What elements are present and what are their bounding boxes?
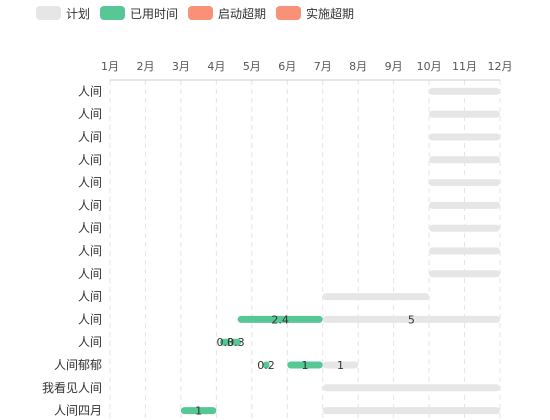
bar-计划 (429, 110, 500, 118)
bar-已用时间 (219, 338, 231, 346)
x-tick-label: 1月 (101, 60, 119, 73)
category-label: 人间 (78, 267, 102, 281)
category-label: 人间 (78, 335, 102, 349)
bar-计划 (429, 87, 500, 95)
bar-已用时间 (230, 338, 242, 346)
bar-计划 (429, 270, 500, 278)
data-label: 0.2 (257, 359, 275, 372)
category-label: 人间 (78, 153, 102, 167)
legend-item-start-overdue[interactable]: 启动超期 (188, 5, 266, 22)
category-label: 人间 (78, 84, 102, 98)
bar-计划 (322, 384, 500, 392)
data-label: 1 (195, 405, 202, 418)
legend-swatch-start-overdue (188, 6, 214, 20)
bar-已用时间 (287, 361, 323, 369)
x-tick-label: 8月 (349, 60, 367, 73)
x-tick-label: 10月 (417, 60, 442, 73)
category-label: 人间 (78, 312, 102, 326)
x-tick-label: 9月 (385, 60, 403, 73)
bar-计划 (322, 315, 500, 323)
bar-计划 (322, 407, 500, 415)
category-label: 人间 (78, 290, 102, 304)
legend-swatch-plan (36, 6, 61, 20)
legend-item-plan[interactable]: 计划 (36, 5, 90, 22)
chart-legend: 计划 已用时间 启动超期 实施超期 (36, 4, 364, 22)
data-label: 1 (302, 359, 309, 372)
category-label: 人间 (78, 107, 102, 121)
legend-label-impl-overdue: 实施超期 (306, 6, 355, 21)
category-label: 人间四月 (54, 404, 102, 418)
x-tick-label: 12月 (488, 60, 513, 73)
x-tick-label: 11月 (452, 60, 477, 73)
bar-计划 (429, 201, 500, 209)
bar-计划 (322, 293, 430, 301)
legend-swatch-impl-overdue (276, 6, 302, 20)
x-tick-label: 4月 (207, 60, 225, 73)
bar-计划 (429, 133, 500, 141)
legend-label-used-time: 已用时间 (130, 6, 179, 21)
bar-计划 (429, 224, 500, 232)
bar-计划 (322, 361, 359, 369)
legend-label-start-overdue: 启动超期 (218, 6, 267, 21)
category-label: 我看见人间 (42, 381, 102, 395)
data-label: 2.4 (271, 313, 289, 326)
data-label: 0.3 (216, 336, 234, 349)
data-label: 1 (337, 359, 344, 372)
legend-label-plan: 计划 (66, 6, 91, 21)
bar-已用时间 (262, 361, 270, 369)
category-label: 人间郁郁 (54, 357, 102, 372)
bar-已用时间 (237, 315, 323, 323)
x-tick-label: 2月 (136, 60, 154, 73)
bar-计划 (429, 156, 500, 164)
legend-swatch-used-time (100, 6, 126, 20)
bar-计划 (429, 179, 500, 187)
bar-计划 (429, 247, 500, 255)
x-tick-label: 5月 (243, 60, 261, 73)
x-tick-label: 7月 (314, 60, 332, 73)
bar-已用时间 (180, 407, 217, 415)
category-label: 人间 (78, 244, 102, 258)
legend-item-used-time[interactable]: 已用时间 (100, 5, 178, 22)
data-label: 0.3 (227, 336, 245, 349)
legend-item-impl-overdue[interactable]: 实施超期 (276, 5, 354, 22)
category-label: 人间 (78, 221, 102, 235)
category-label: 人间 (78, 198, 102, 212)
category-label: 人间 (78, 130, 102, 144)
category-label: 人间 (78, 176, 102, 190)
x-tick-label: 6月 (278, 60, 296, 73)
x-tick-label: 3月 (172, 60, 190, 73)
data-label: 5 (408, 313, 415, 326)
